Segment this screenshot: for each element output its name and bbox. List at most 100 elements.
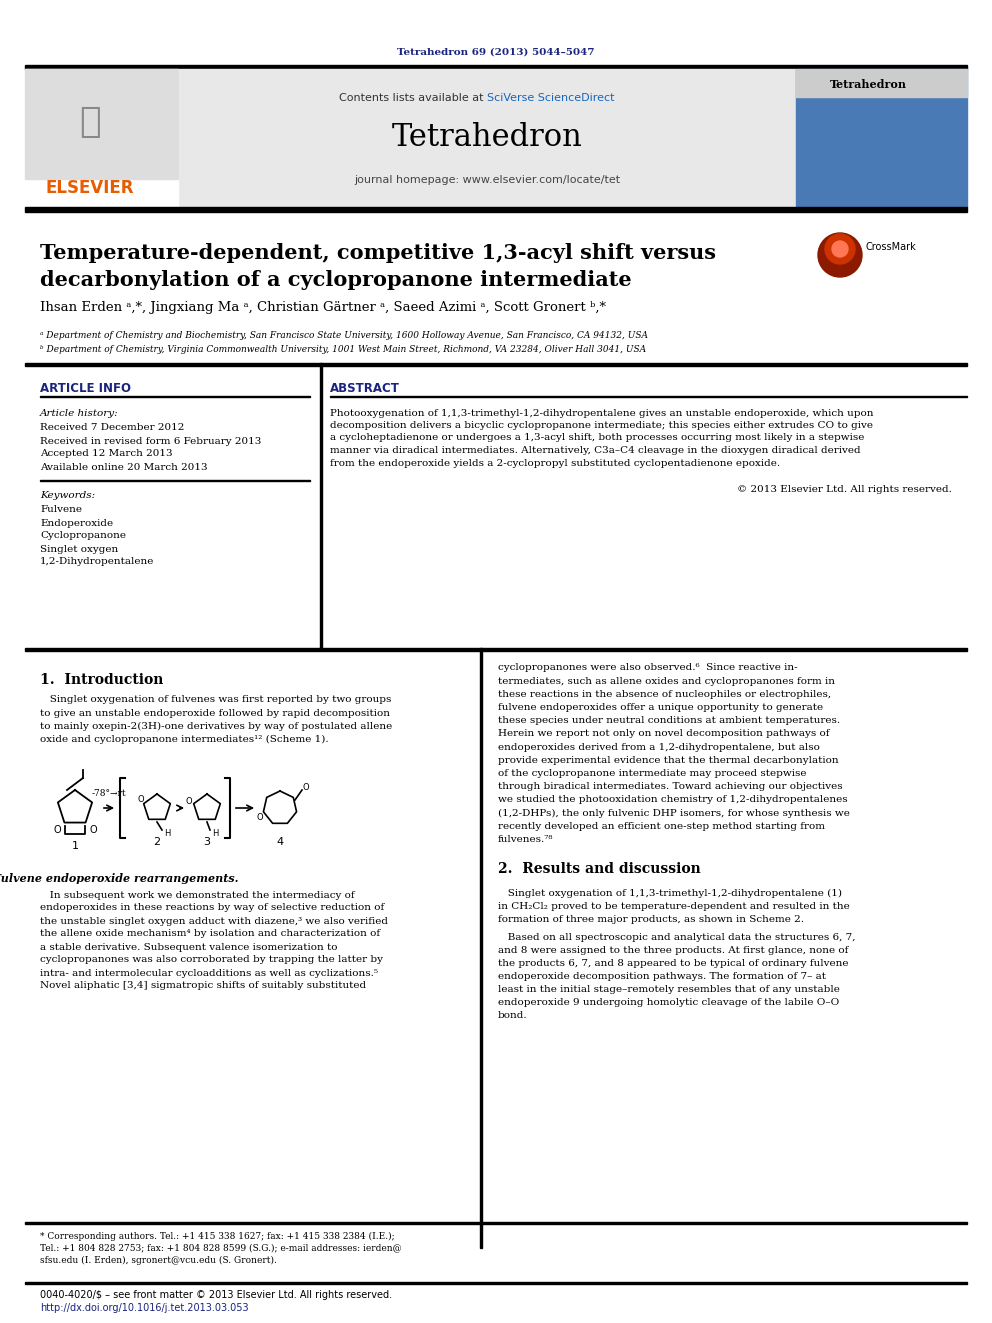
Text: we studied the photooxidation chemistry of 1,2-dihydropentalenes: we studied the photooxidation chemistry …: [498, 795, 847, 804]
Bar: [25, 1282, 967, 1283]
Text: SciVerse ScienceDirect: SciVerse ScienceDirect: [487, 93, 614, 103]
Text: Temperature-dependent, competitive 1,3-acyl shift versus: Temperature-dependent, competitive 1,3-a…: [40, 243, 716, 263]
Text: Tetrahedron 69 (2013) 5044–5047: Tetrahedron 69 (2013) 5044–5047: [397, 48, 595, 57]
Text: ELSEVIER: ELSEVIER: [46, 179, 134, 197]
Text: Singlet oxygen: Singlet oxygen: [40, 545, 118, 553]
Text: Received 7 December 2012: Received 7 December 2012: [40, 423, 185, 433]
Circle shape: [818, 233, 862, 277]
Text: Tetrahedron: Tetrahedron: [830, 78, 907, 90]
Text: these reactions in the absence of nucleophiles or electrophiles,: these reactions in the absence of nucleo…: [498, 689, 831, 699]
Text: Based on all spectroscopic and analytical data the structures 6, 7,: Based on all spectroscopic and analytica…: [498, 933, 855, 942]
Text: a cycloheptadienone or undergoes a 1,3-acyl shift, both processes occurring most: a cycloheptadienone or undergoes a 1,3-a…: [330, 434, 864, 442]
Text: Accepted 12 March 2013: Accepted 12 March 2013: [40, 450, 173, 459]
Text: cyclopropanones were also observed.⁶  Since reactive in-: cyclopropanones were also observed.⁶ Sin…: [498, 664, 798, 672]
Text: © 2013 Elsevier Ltd. All rights reserved.: © 2013 Elsevier Ltd. All rights reserved…: [737, 486, 952, 495]
Text: manner via diradical intermediates. Alternatively, C3a–C4 cleavage in the dioxyg: manner via diradical intermediates. Alte…: [330, 446, 861, 455]
Text: Tel.: +1 804 828 2753; fax: +1 804 828 8599 (S.G.); e-mail addresses: ierden@: Tel.: +1 804 828 2753; fax: +1 804 828 8…: [40, 1244, 402, 1253]
Text: intra- and intermolecular cycloadditions as well as cyclizations.⁵: intra- and intermolecular cycloadditions…: [40, 968, 378, 978]
Text: CrossMark: CrossMark: [866, 242, 917, 251]
Text: 4: 4: [277, 837, 284, 847]
Text: these species under neutral conditions at ambient temperatures.: these species under neutral conditions a…: [498, 716, 840, 725]
Text: Article history:: Article history:: [40, 409, 119, 418]
Circle shape: [832, 241, 848, 257]
Text: termediates, such as allene oxides and cyclopropanones form in: termediates, such as allene oxides and c…: [498, 676, 835, 685]
Text: Endoperoxide: Endoperoxide: [40, 519, 113, 528]
Text: 1.  Introduction: 1. Introduction: [40, 673, 164, 687]
Text: Ihsan Erden ᵃ,*, Jingxiang Ma ᵃ, Christian Gärtner ᵃ, Saeed Azimi ᵃ, Scott Grone: Ihsan Erden ᵃ,*, Jingxiang Ma ᵃ, Christi…: [40, 302, 606, 315]
Text: (1,2-DHPs), the only fulvenic DHP isomers, for whose synthesis we: (1,2-DHPs), the only fulvenic DHP isomer…: [498, 808, 850, 818]
Text: Fulvene: Fulvene: [40, 505, 82, 515]
Text: Singlet oxygenation of fulvenes was first reported by two groups: Singlet oxygenation of fulvenes was firs…: [40, 696, 392, 705]
Text: fulvenes.⁷⁸: fulvenes.⁷⁸: [498, 835, 554, 844]
Text: of the cyclopropanone intermediate may proceed stepwise: of the cyclopropanone intermediate may p…: [498, 769, 806, 778]
Text: 1: 1: [71, 841, 78, 851]
Text: Tetrahedron: Tetrahedron: [392, 123, 582, 153]
Bar: [25, 206, 967, 212]
Text: O: O: [303, 783, 310, 792]
Text: Novel aliphatic [3,4] sigmatropic shifts of suitably substituted: Novel aliphatic [3,4] sigmatropic shifts…: [40, 982, 366, 991]
Text: decarbonylation of a cyclopropanone intermediate: decarbonylation of a cyclopropanone inte…: [40, 270, 632, 290]
Text: provide experimental evidence that the thermal decarbonylation: provide experimental evidence that the t…: [498, 755, 838, 765]
Bar: [25, 363, 967, 366]
Text: to give an unstable endoperoxide followed by rapid decomposition: to give an unstable endoperoxide followe…: [40, 709, 390, 717]
Text: Cyclopropanone: Cyclopropanone: [40, 532, 126, 541]
Text: O: O: [186, 798, 192, 807]
Text: in CH₂Cl₂ proved to be temperature-dependent and resulted in the: in CH₂Cl₂ proved to be temperature-depen…: [498, 902, 850, 912]
Text: Available online 20 March 2013: Available online 20 March 2013: [40, 463, 207, 471]
Text: Keywords:: Keywords:: [40, 492, 95, 500]
Circle shape: [825, 234, 855, 265]
Text: -78°→rt: -78°→rt: [91, 789, 126, 798]
Text: least in the initial stage–remotely resembles that of any unstable: least in the initial stage–remotely rese…: [498, 986, 840, 995]
Bar: [178, 69, 796, 206]
Text: Singlet oxygenation of 1,1,3-trimethyl-1,2-dihydropentalene (1): Singlet oxygenation of 1,1,3-trimethyl-1…: [498, 889, 842, 898]
Text: In subsequent work we demonstrated the intermediacy of: In subsequent work we demonstrated the i…: [40, 890, 354, 900]
Text: Received in revised form 6 February 2013: Received in revised form 6 February 2013: [40, 437, 261, 446]
Text: a stable derivative. Subsequent valence isomerization to: a stable derivative. Subsequent valence …: [40, 942, 337, 951]
Text: through biradical intermediates. Toward achieving our objectives: through biradical intermediates. Toward …: [498, 782, 842, 791]
Text: Photooxygenation of 1,1,3-trimethyl-1,2-dihydropentalene gives an unstable endop: Photooxygenation of 1,1,3-trimethyl-1,2-…: [330, 409, 874, 418]
Text: H: H: [164, 828, 171, 837]
Text: decomposition delivers a bicyclic cyclopropanone intermediate; this species eith: decomposition delivers a bicyclic cyclop…: [330, 421, 873, 430]
Text: and 8 were assigned to the three products. At first glance, none of: and 8 were assigned to the three product…: [498, 946, 848, 955]
Text: ARTICLE INFO: ARTICLE INFO: [40, 381, 131, 394]
Text: Contents lists available at: Contents lists available at: [339, 93, 487, 103]
Bar: [25, 1222, 967, 1224]
Text: 2.  Results and discussion: 2. Results and discussion: [498, 861, 700, 876]
Bar: [25, 648, 967, 651]
Bar: [25, 69, 178, 179]
Text: the products 6, 7, and 8 appeared to be typical of ordinary fulvene: the products 6, 7, and 8 appeared to be …: [498, 959, 848, 968]
Text: endoperoxide 9 undergoing homolytic cleavage of the labile O–O: endoperoxide 9 undergoing homolytic clea…: [498, 999, 839, 1007]
Text: journal homepage: www.elsevier.com/locate/tet: journal homepage: www.elsevier.com/locat…: [354, 175, 620, 185]
Text: sfsu.edu (I. Erden), sgronert@vcu.edu (S. Gronert).: sfsu.edu (I. Erden), sgronert@vcu.edu (S…: [40, 1256, 277, 1265]
Text: Scheme 1.  Fulvene endoperoxide rearrangements.: Scheme 1. Fulvene endoperoxide rearrange…: [0, 872, 239, 884]
Text: O: O: [257, 814, 263, 823]
Text: endoperoxides derived from a 1,2-dihydropentalene, but also: endoperoxides derived from a 1,2-dihydro…: [498, 742, 819, 751]
Text: Herein we report not only on novel decomposition pathways of: Herein we report not only on novel decom…: [498, 729, 829, 738]
Text: from the endoperoxide yields a 2-cyclopropyl substituted cyclopentadienone epoxi: from the endoperoxide yields a 2-cyclopr…: [330, 459, 780, 467]
Bar: [25, 65, 967, 69]
Bar: [320, 363, 321, 648]
Text: ABSTRACT: ABSTRACT: [330, 381, 400, 394]
Text: oxide and cyclopropanone intermediates¹² (Scheme 1).: oxide and cyclopropanone intermediates¹²…: [40, 734, 328, 744]
Text: 2: 2: [154, 837, 161, 847]
Text: to mainly oxepin-2(3H)-one derivatives by way of postulated allene: to mainly oxepin-2(3H)-one derivatives b…: [40, 721, 392, 730]
Text: 3: 3: [203, 837, 210, 847]
Bar: [796, 69, 967, 97]
Text: ᵃ Department of Chemistry and Biochemistry, San Francisco State University, 1600: ᵃ Department of Chemistry and Biochemist…: [40, 331, 648, 340]
Text: http://dx.doi.org/10.1016/j.tet.2013.03.053: http://dx.doi.org/10.1016/j.tet.2013.03.…: [40, 1303, 249, 1312]
Text: O: O: [54, 826, 61, 835]
Bar: [480, 648, 481, 1248]
Text: recently developed an efficient one-step method starting from: recently developed an efficient one-step…: [498, 822, 825, 831]
Text: 1,2-Dihydropentalene: 1,2-Dihydropentalene: [40, 557, 155, 566]
Text: fulvene endoperoxides offer a unique opportunity to generate: fulvene endoperoxides offer a unique opp…: [498, 703, 823, 712]
Text: O: O: [89, 826, 97, 835]
Text: 🌳: 🌳: [79, 105, 101, 139]
Bar: [25, 69, 178, 206]
Text: endoperoxide decomposition pathways. The formation of 7– at: endoperoxide decomposition pathways. The…: [498, 972, 826, 982]
Text: * Corresponding authors. Tel.: +1 415 338 1627; fax: +1 415 338 2384 (I.E.);: * Corresponding authors. Tel.: +1 415 33…: [40, 1232, 395, 1241]
Text: formation of three major products, as shown in Scheme 2.: formation of three major products, as sh…: [498, 916, 804, 925]
Text: the unstable singlet oxygen adduct with diazene,³ we also verified: the unstable singlet oxygen adduct with …: [40, 917, 388, 926]
Text: bond.: bond.: [498, 1011, 528, 1020]
Text: ᵇ Department of Chemistry, Virginia Commonwealth University, 1001 West Main Stre: ᵇ Department of Chemistry, Virginia Comm…: [40, 344, 646, 353]
Text: endoperoxides in these reactions by way of selective reduction of: endoperoxides in these reactions by way …: [40, 904, 384, 913]
